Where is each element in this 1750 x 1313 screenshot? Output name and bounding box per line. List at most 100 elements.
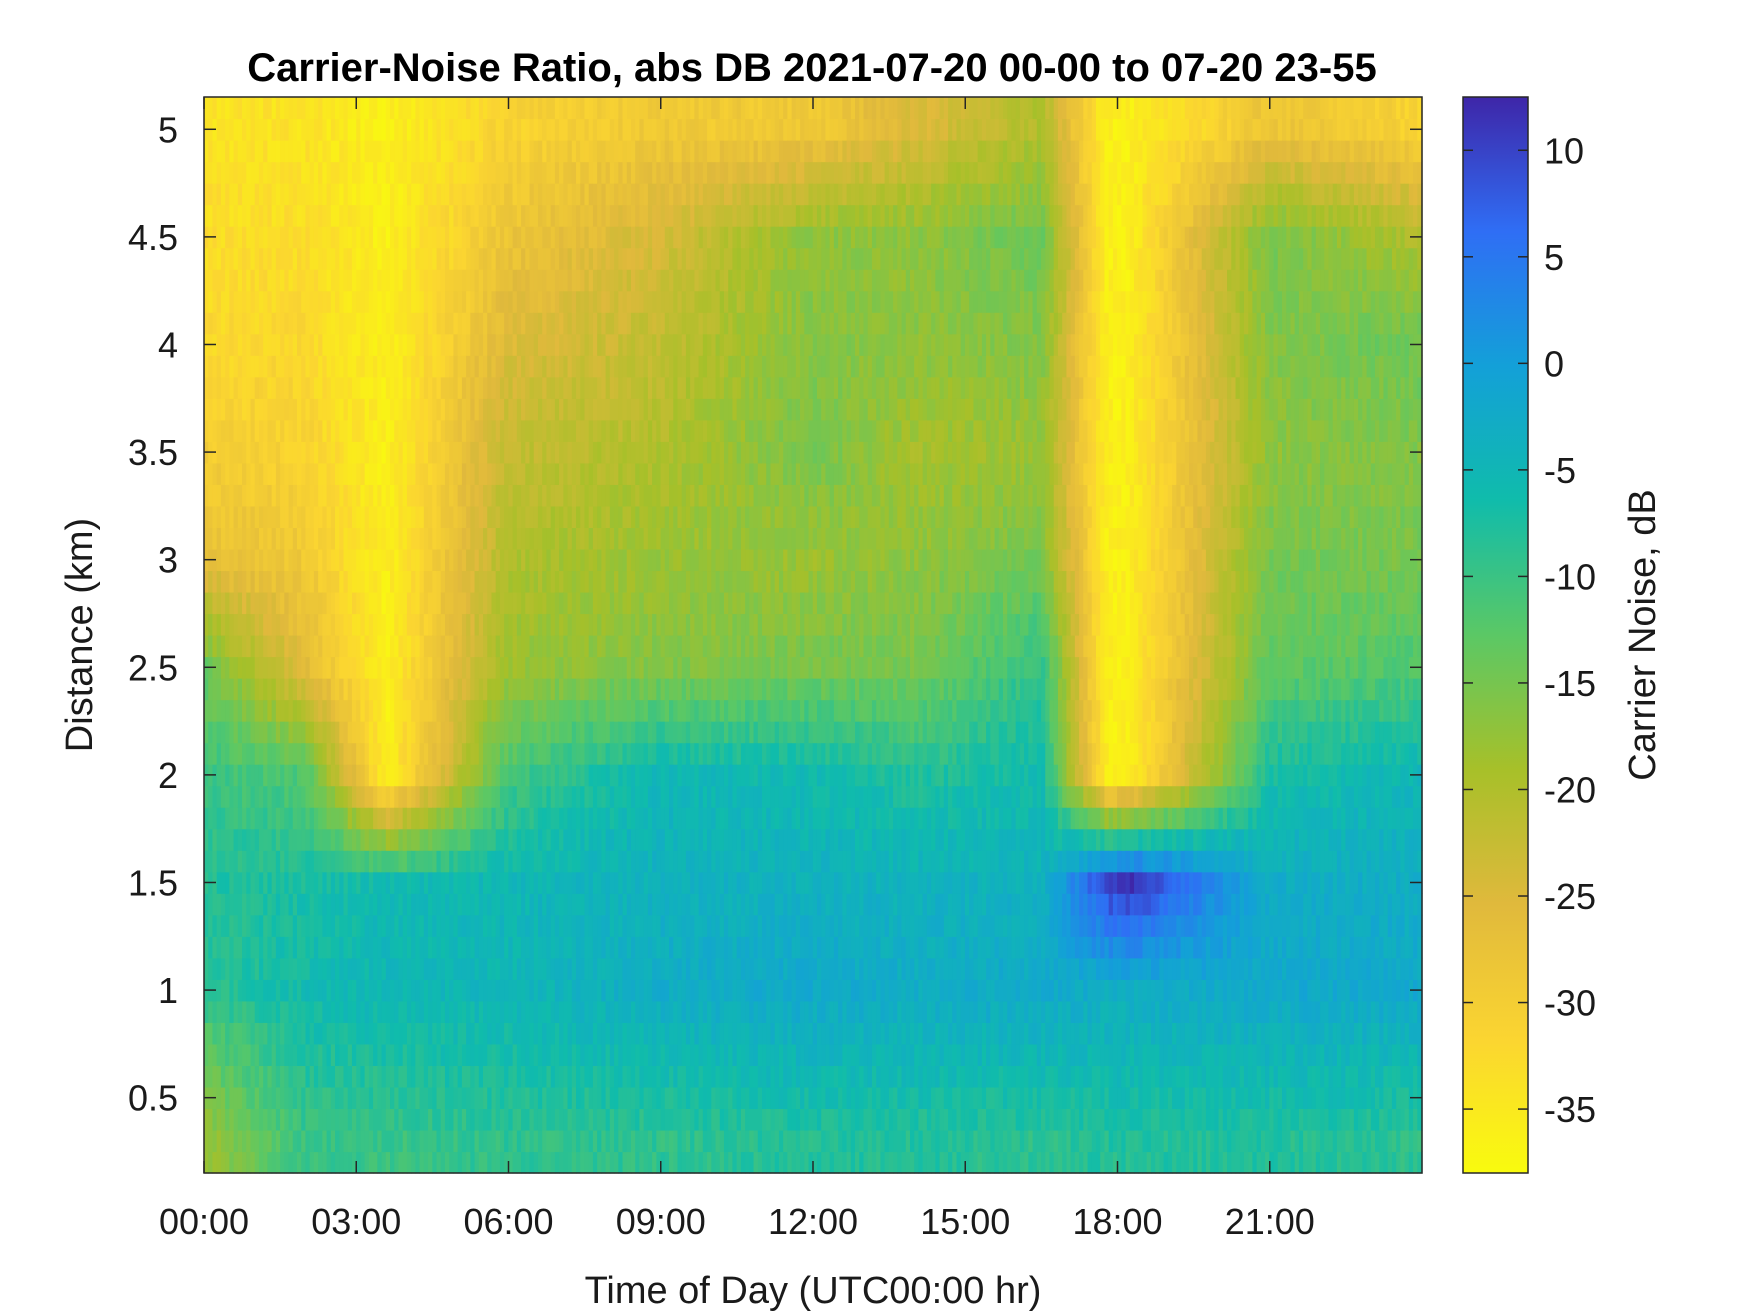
heatmap-cell bbox=[609, 570, 615, 593]
heatmap-cell bbox=[470, 204, 476, 227]
heatmap-cell bbox=[559, 548, 564, 572]
heatmap-cell bbox=[495, 871, 501, 894]
heatmap-cell bbox=[220, 828, 226, 851]
heatmap-cell bbox=[301, 1022, 307, 1045]
heatmap-cell bbox=[216, 979, 222, 1002]
heatmap-cell bbox=[605, 312, 611, 335]
heatmap-cell bbox=[559, 1065, 564, 1088]
heatmap-cell bbox=[584, 699, 590, 722]
heatmap-cell bbox=[225, 678, 230, 701]
heatmap-cell bbox=[402, 828, 408, 851]
heatmap-cell bbox=[537, 118, 543, 141]
heatmap-cell bbox=[504, 1000, 509, 1023]
heatmap-cell bbox=[347, 118, 353, 141]
heatmap-cell bbox=[542, 183, 548, 206]
heatmap-cell bbox=[508, 764, 514, 787]
heatmap-cell bbox=[491, 893, 497, 916]
heatmap-cell bbox=[423, 871, 429, 894]
heatmap-cell bbox=[373, 118, 378, 141]
heatmap-cell bbox=[212, 269, 218, 292]
heatmap-cell bbox=[584, 721, 590, 744]
heatmap-cell bbox=[326, 355, 332, 378]
heatmap-cell bbox=[550, 419, 556, 442]
heatmap-cell bbox=[415, 742, 421, 765]
heatmap-cell bbox=[487, 1000, 493, 1023]
heatmap-cell bbox=[499, 1129, 505, 1153]
heatmap-cell bbox=[533, 97, 539, 120]
heatmap-cell bbox=[394, 764, 400, 787]
heatmap-cell bbox=[381, 1022, 387, 1045]
heatmap-cell bbox=[254, 333, 260, 356]
heatmap-cell bbox=[364, 957, 370, 980]
heatmap-cell bbox=[351, 419, 357, 442]
heatmap-cell bbox=[305, 118, 311, 141]
heatmap-cell bbox=[436, 957, 442, 980]
heatmap-cell bbox=[533, 591, 539, 615]
heatmap-cell bbox=[280, 312, 285, 335]
heatmap-cell bbox=[415, 1065, 421, 1088]
heatmap-cell bbox=[440, 1086, 446, 1110]
heatmap-cell bbox=[368, 871, 374, 894]
heatmap-cell bbox=[537, 441, 543, 464]
heatmap-cell bbox=[233, 1000, 239, 1023]
heatmap-cell bbox=[229, 656, 235, 679]
heatmap-cell bbox=[457, 914, 463, 937]
heatmap-cell bbox=[542, 355, 548, 378]
heatmap-cell bbox=[216, 97, 222, 120]
heatmap-cell bbox=[512, 1108, 518, 1131]
heatmap-cell bbox=[563, 785, 569, 808]
heatmap-cell bbox=[622, 419, 628, 442]
heatmap-cell bbox=[419, 1151, 425, 1174]
heatmap-cell bbox=[428, 441, 433, 464]
heatmap-cell bbox=[288, 850, 294, 873]
heatmap-cell bbox=[305, 699, 311, 722]
heatmap-cell bbox=[368, 742, 374, 765]
heatmap-cell bbox=[309, 742, 315, 765]
heatmap-cell bbox=[525, 355, 531, 378]
heatmap-cell bbox=[411, 1043, 416, 1066]
heatmap-cell bbox=[402, 1043, 408, 1066]
heatmap-cell bbox=[301, 462, 307, 485]
heatmap-cell bbox=[292, 527, 298, 550]
heatmap-cell bbox=[457, 333, 463, 356]
heatmap-cell bbox=[364, 161, 370, 184]
heatmap-cell bbox=[423, 290, 429, 313]
heatmap-cell bbox=[495, 312, 501, 335]
heatmap-cell bbox=[351, 807, 357, 830]
heatmap-cell bbox=[521, 742, 526, 765]
heatmap-cell bbox=[347, 548, 353, 572]
heatmap-cell bbox=[495, 505, 501, 528]
heatmap-cell bbox=[313, 505, 319, 528]
heatmap-cell bbox=[428, 850, 433, 873]
heatmap-cell bbox=[609, 183, 615, 206]
heatmap-cell bbox=[263, 764, 269, 787]
heatmap-cell bbox=[309, 979, 315, 1002]
heatmap-cell bbox=[368, 226, 374, 249]
heatmap-cell bbox=[301, 1086, 307, 1110]
heatmap-cell bbox=[588, 656, 594, 679]
heatmap-cell bbox=[305, 828, 311, 851]
heatmap-cell bbox=[521, 871, 526, 894]
heatmap-cell bbox=[280, 678, 285, 701]
heatmap-cell bbox=[305, 979, 311, 1002]
heatmap-cell bbox=[204, 484, 209, 507]
heatmap-cell bbox=[537, 1000, 543, 1023]
heatmap-cell bbox=[576, 871, 581, 894]
heatmap-cell bbox=[356, 807, 362, 830]
heatmap-cell bbox=[364, 764, 370, 787]
heatmap-cell bbox=[225, 635, 230, 658]
heatmap-cell bbox=[474, 548, 480, 572]
heatmap-cell bbox=[546, 290, 552, 313]
heatmap-cell bbox=[381, 140, 387, 163]
heatmap-cell bbox=[360, 161, 366, 184]
heatmap-cell bbox=[250, 1043, 256, 1066]
heatmap-cell bbox=[351, 1129, 357, 1153]
heatmap-cell bbox=[478, 1108, 484, 1131]
heatmap-cell bbox=[246, 204, 252, 227]
heatmap-cell bbox=[440, 570, 446, 593]
heatmap-cell bbox=[495, 979, 501, 1002]
heatmap-cell bbox=[588, 226, 594, 249]
heatmap-cell bbox=[491, 721, 497, 744]
heatmap-cell bbox=[499, 355, 505, 378]
heatmap-cell bbox=[559, 656, 564, 679]
